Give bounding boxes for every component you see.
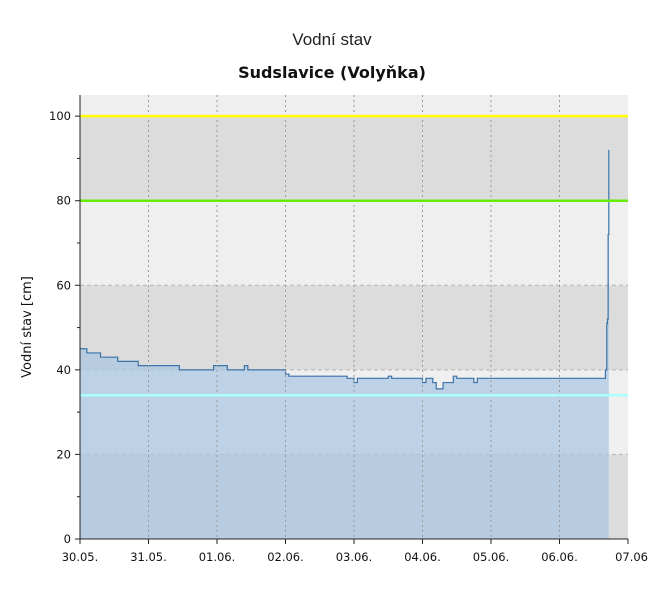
y-tick-label: 80	[56, 194, 71, 208]
x-tick-label: 03.06.	[336, 550, 373, 564]
background-band	[80, 285, 628, 370]
y-tick-label: 60	[56, 278, 71, 292]
y-tick-label: 100	[49, 109, 71, 123]
y-tick-label: 40	[56, 363, 71, 377]
chart-title: Vodní stav	[292, 30, 372, 49]
series-area	[80, 149, 609, 539]
plot-area: 0 20 40 60 80 100 30.05. 31.05. 01.06. 02.06. 03.0…	[49, 95, 648, 564]
x-tick-label: 04.06.	[404, 550, 441, 564]
y-tick-label: 0	[64, 532, 71, 546]
background-band	[80, 116, 628, 201]
y-axis-label: Vodní stav [cm]	[20, 276, 35, 378]
x-tick-label: 01.06.	[199, 550, 236, 564]
chart-subtitle: Sudslavice (Volyňka)	[238, 63, 426, 82]
x-tick-label: 06.06.	[541, 550, 578, 564]
x-tick-label: 30.05.	[62, 550, 99, 564]
background-band	[80, 200, 628, 286]
series-line	[80, 149, 610, 390]
x-tick-label: 31.05.	[130, 550, 167, 564]
y-tick-label: 20	[56, 447, 71, 461]
x-tick-label: 05.06.	[473, 550, 510, 564]
x-tick-label: 07.06	[615, 550, 648, 564]
x-tick-label: 02.06.	[267, 550, 304, 564]
